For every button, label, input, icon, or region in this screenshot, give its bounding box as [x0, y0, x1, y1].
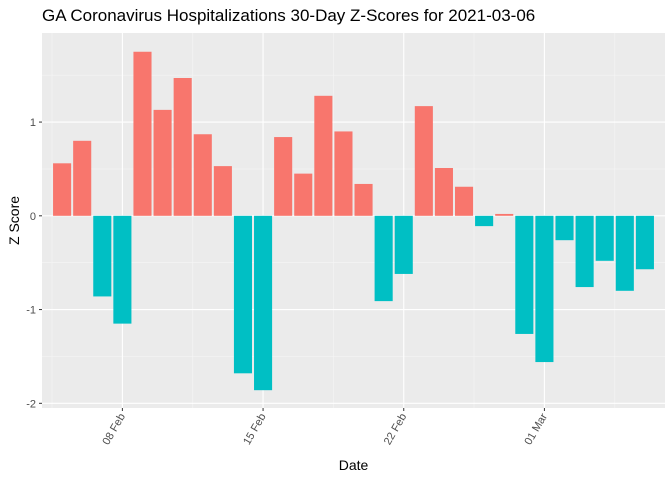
bar — [254, 215, 273, 391]
x-tick-label: 08 Feb — [100, 412, 128, 448]
bar — [595, 215, 614, 261]
bar — [213, 166, 232, 216]
bar — [173, 78, 192, 216]
y-tick-label: -2 — [26, 398, 36, 410]
bar — [434, 168, 453, 216]
bar — [454, 186, 474, 216]
y-tick-label: -1 — [26, 305, 36, 317]
bar — [515, 215, 534, 334]
bars — [53, 51, 654, 391]
y-tick-label: 0 — [30, 211, 36, 223]
x-tick-label: 01 Mar — [523, 411, 551, 447]
x-tick-label: 22 Feb — [382, 412, 410, 448]
bar — [53, 163, 72, 216]
bar — [314, 95, 333, 216]
bar — [374, 215, 393, 302]
bar — [133, 51, 152, 216]
bar — [535, 215, 554, 363]
x-axis-title: Date — [339, 457, 369, 473]
x-axis: 08 Feb 15 Feb 22 Feb 01 Mar — [100, 408, 550, 447]
bar — [394, 215, 413, 274]
bar — [113, 215, 132, 324]
bar — [495, 213, 514, 216]
bar — [334, 131, 353, 216]
bar — [414, 106, 433, 216]
bar — [294, 173, 313, 216]
minor-gridlines — [42, 33, 665, 408]
bar — [475, 215, 494, 227]
bar — [153, 109, 172, 216]
bar — [233, 215, 253, 374]
y-axis-title: Z Score — [6, 196, 22, 245]
bar — [193, 134, 212, 216]
bar — [555, 215, 574, 241]
x-tick-label: 15 Feb — [241, 412, 269, 448]
bar — [615, 215, 634, 291]
bar — [73, 140, 92, 216]
bar — [575, 215, 594, 288]
y-axis: -2 -1 0 1 — [26, 117, 42, 410]
chart-title: GA Coronavirus Hospitalizations 30-Day Z… — [42, 6, 536, 25]
bar — [274, 137, 293, 216]
y-tick-label: 1 — [30, 117, 36, 129]
bar — [93, 215, 112, 297]
bar — [635, 215, 654, 270]
bar — [354, 183, 373, 216]
